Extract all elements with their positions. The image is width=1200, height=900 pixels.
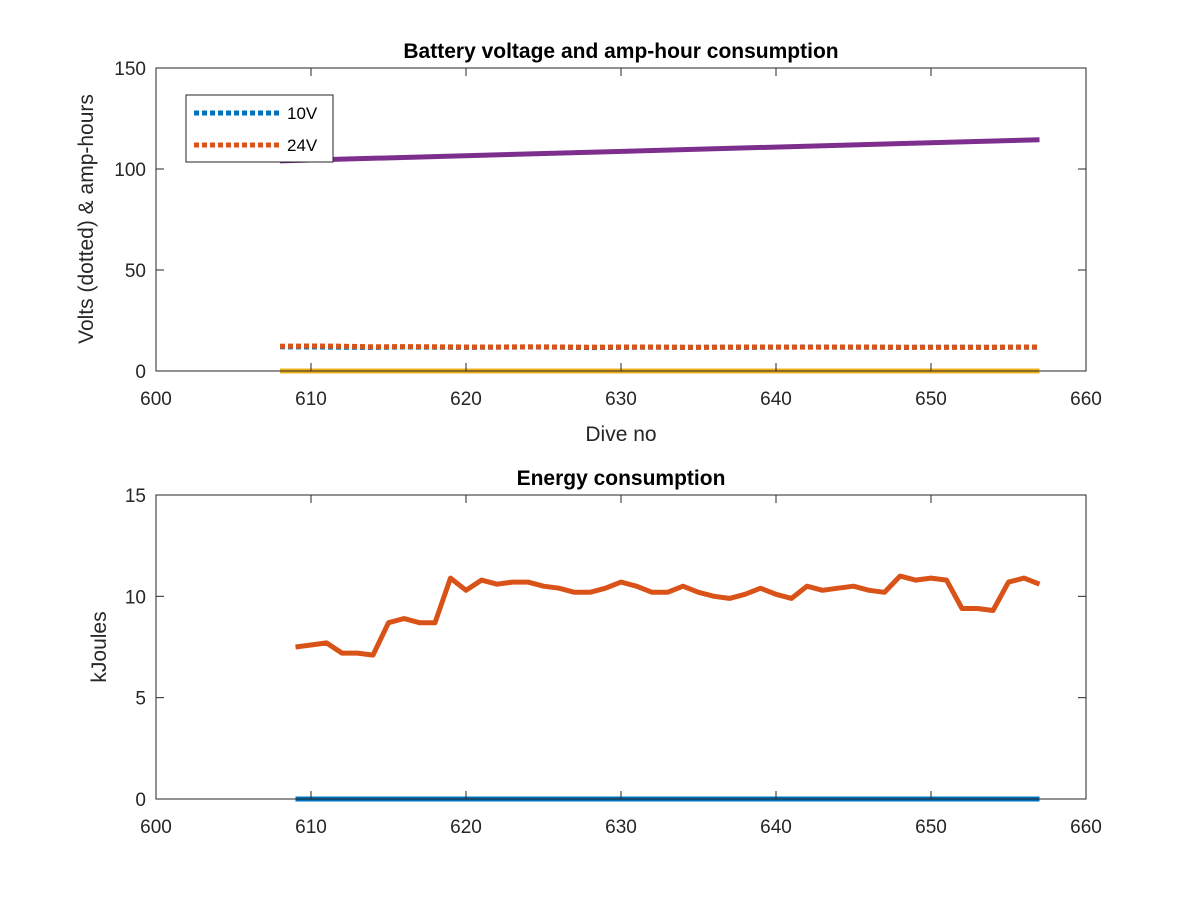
energy-chart-ytick-label: 10 <box>125 587 146 608</box>
voltage-chart-xtick-label: 610 <box>295 389 327 410</box>
voltage-chart-xtick-label: 660 <box>1070 389 1102 410</box>
voltage-chart-line-24v <box>279 343 1040 350</box>
voltage-chart-xtick-label: 650 <box>915 389 947 410</box>
legend-24v-label: 24V <box>287 136 318 155</box>
voltage-chart-ytick-label: 100 <box>114 160 146 181</box>
voltage-chart-xtick-label: 620 <box>450 389 482 410</box>
energy-chart-xtick-label: 630 <box>605 817 637 838</box>
energy-chart-ytick-label: 15 <box>125 486 146 507</box>
legend-10v-label: 10V <box>287 104 318 123</box>
voltage-chart-xtick-label: 630 <box>605 389 637 410</box>
energy-chart-ylabel: kJoules <box>88 611 111 682</box>
voltage-chart-xtick-label: 640 <box>760 389 792 410</box>
voltage-chart-legend: 10V 24V <box>185 94 334 163</box>
voltage-chart-ticks: 600 610 620 630 640 650 660 0 50 100 150 <box>114 59 1102 410</box>
energy-chart-title: Energy consumption <box>517 467 726 490</box>
energy-chart-line-series-2 <box>295 573 1041 658</box>
voltage-chart-title: Battery voltage and amp-hour consumption <box>403 40 838 63</box>
energy-chart-xtick-label: 660 <box>1070 817 1102 838</box>
energy-chart-ytick-label: 0 <box>135 790 146 811</box>
energy-chart-ytick-label: 5 <box>135 689 146 710</box>
voltage-chart-xlabel: Dive no <box>585 423 656 446</box>
energy-chart-xtick-label: 600 <box>140 817 172 838</box>
voltage-chart-ytick-label: 0 <box>135 362 146 383</box>
energy-chart-xtick-label: 640 <box>760 817 792 838</box>
energy-chart-xtick-label: 650 <box>915 817 947 838</box>
voltage-chart-xtick-label: 600 <box>140 389 172 410</box>
energy-chart-ticks: 600 610 620 630 640 650 660 0 5 10 15 <box>125 486 1102 838</box>
energy-chart-xtick-label: 610 <box>295 817 327 838</box>
legend-box <box>185 94 334 163</box>
voltage-chart-ytick-label: 50 <box>125 261 146 282</box>
voltage-chart-ylabel: Volts (dotted) & amp-hours <box>75 94 98 344</box>
energy-chart-xtick-label: 620 <box>450 817 482 838</box>
voltage-chart-line-series-4 <box>279 137 1040 164</box>
energy-axes: Energy consumption kJoules 600 610 620 630 6… <box>88 467 1102 838</box>
voltage-amp-hour-axes: Battery voltage and amp-hour consumption… <box>75 40 1102 446</box>
voltage-chart-ytick-label: 150 <box>114 59 146 80</box>
